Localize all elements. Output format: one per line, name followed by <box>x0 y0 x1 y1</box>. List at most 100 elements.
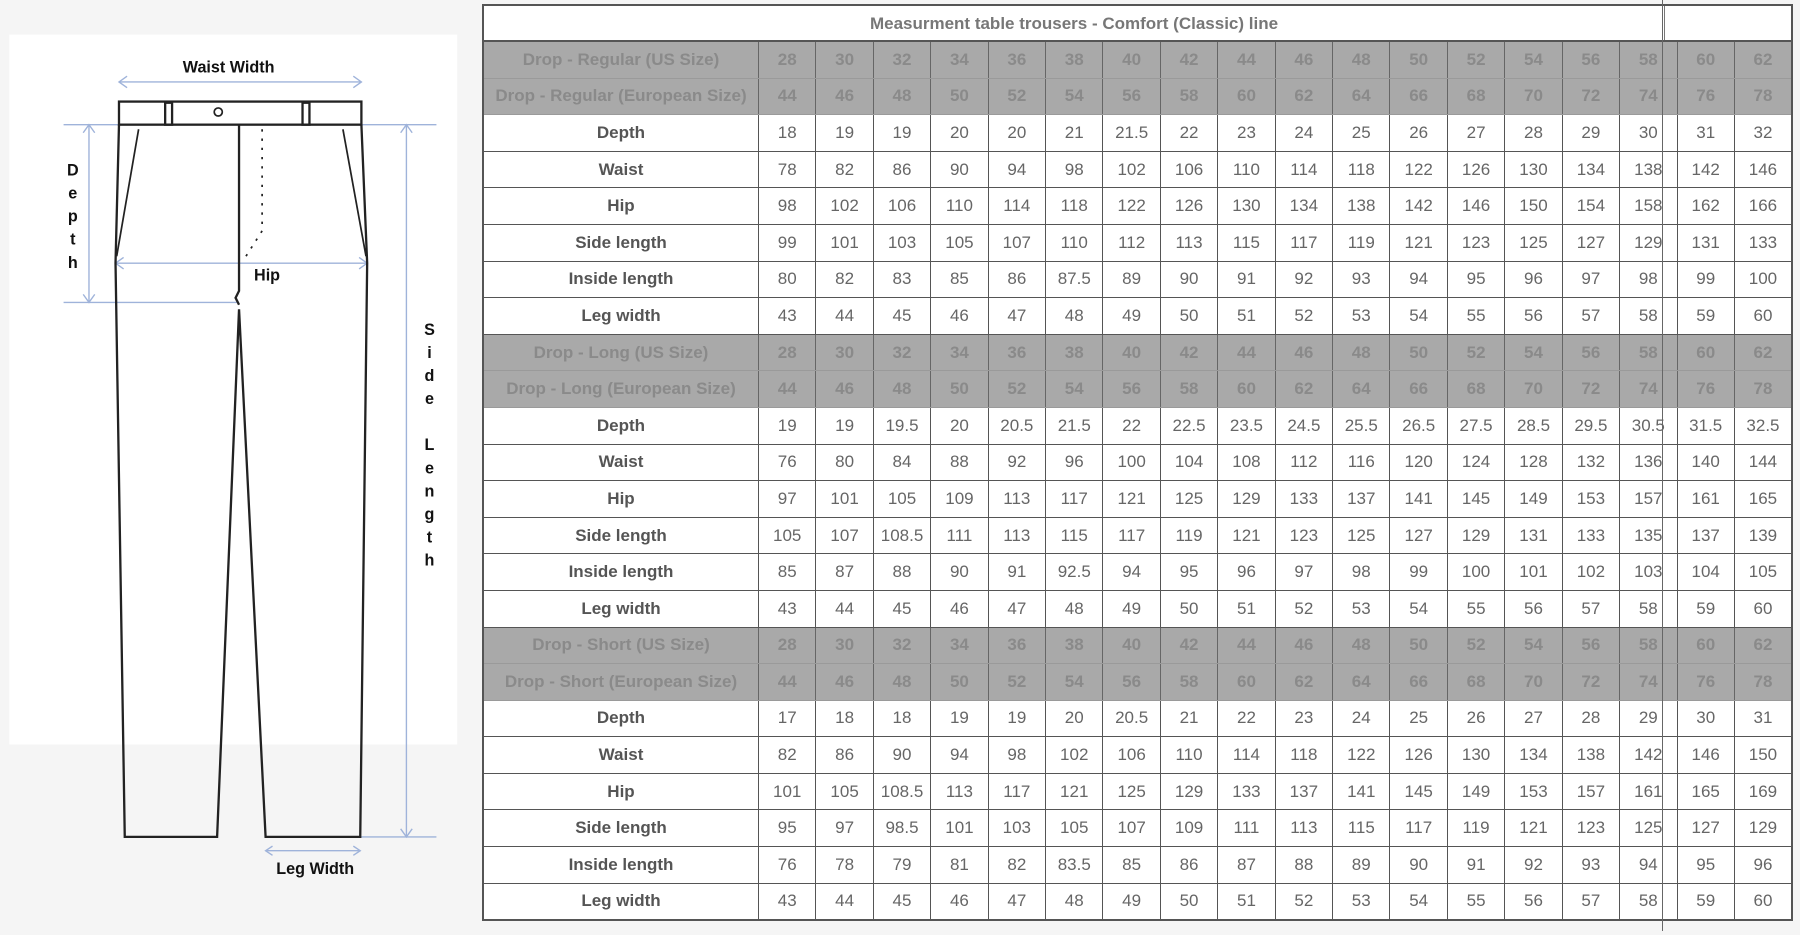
hip-label: Hip <box>254 267 280 285</box>
table-cell: 48 <box>1045 297 1104 335</box>
table-cell: 58 <box>1619 40 1678 79</box>
table-cell: 56 <box>1504 589 1563 628</box>
table-cell: 22 <box>1102 406 1161 445</box>
table-cell: 64 <box>1332 370 1391 408</box>
table-cell: 113 <box>1274 809 1334 848</box>
table-cell: 137 <box>1332 480 1391 518</box>
table-cell: 78 <box>1733 370 1793 408</box>
table-cell: 72 <box>1561 663 1621 701</box>
table-cell: 29.5 <box>1561 406 1621 445</box>
table-cell: 110 <box>930 187 989 225</box>
table-cell: 113 <box>930 772 989 811</box>
table-cell: 43 <box>757 297 817 335</box>
table-cell: 107 <box>815 516 874 555</box>
table-cell: 91 <box>987 553 1047 591</box>
table-cell: 105 <box>930 223 989 262</box>
table-cell: 95 <box>1676 846 1735 884</box>
table-cell: 18 <box>757 114 817 152</box>
table-cell: 94 <box>1619 846 1678 884</box>
table-cell: 57 <box>1561 589 1621 628</box>
table-cell: 102 <box>1045 736 1104 774</box>
table-cell: 123 <box>1274 516 1334 555</box>
table-cell: 38 <box>1045 626 1104 665</box>
table-cell: 138 <box>1332 187 1391 225</box>
us-size-header-row: Drop - Long (US Size) 28 30 32 34 36 38 40 42 44 4… <box>482 333 1793 372</box>
table-cell: 146 <box>1676 736 1735 774</box>
table-cell: 134 <box>1504 736 1563 774</box>
table-cell: 96 <box>1045 443 1104 482</box>
table-cell: 169 <box>1733 772 1793 811</box>
table-cell: 129 <box>1733 809 1793 848</box>
table-cell: 54 <box>1045 370 1104 408</box>
table-cell: 126 <box>1389 736 1448 774</box>
table-cell: 24 <box>1332 699 1391 738</box>
table-cell: 44 <box>1217 626 1276 665</box>
table-cell: 43 <box>757 589 817 628</box>
table-cell: 48 <box>1045 589 1104 628</box>
table-cell: 28 <box>1504 114 1563 152</box>
table-cell: 133 <box>1561 516 1621 555</box>
table-cell: 125 <box>1102 772 1161 811</box>
table-cell: 19 <box>757 406 817 445</box>
table-cell: 85 <box>930 260 989 299</box>
table-cell: 31 <box>1733 699 1793 738</box>
table-cell: 62 <box>1733 626 1793 665</box>
table-cell: 76 <box>757 846 817 884</box>
table-cell: 40 <box>1102 626 1161 665</box>
table-cell: 52 <box>987 663 1047 701</box>
table-cell: 83 <box>872 260 932 299</box>
table-cell: 68 <box>1446 77 1506 116</box>
table-cell: 146 <box>1446 187 1506 225</box>
table-cell: 109 <box>1159 809 1219 848</box>
table-cell: 49 <box>1102 882 1161 921</box>
table-cell: 44 <box>815 297 874 335</box>
table-cell: 84 <box>872 443 932 482</box>
table-cell: 128 <box>1504 443 1563 482</box>
table-cell: 103 <box>872 223 932 262</box>
table-cell: 70 <box>1504 77 1563 116</box>
table-title: Measurment table trousers - Comfort (Cla… <box>484 6 1665 40</box>
row-label: Waist <box>482 443 759 482</box>
table-cell: 88 <box>1274 846 1334 884</box>
table-cell: 97 <box>815 809 874 848</box>
table-cell: 30 <box>815 40 874 79</box>
table-cell: 115 <box>1045 516 1104 555</box>
table-cell: 27.5 <box>1446 406 1506 445</box>
table-cell: 26 <box>1389 114 1448 152</box>
table-cell: 62 <box>1274 663 1334 701</box>
table-cell: 94 <box>930 736 989 774</box>
table-cell: 136 <box>1619 443 1678 482</box>
table-cell: 106 <box>1159 150 1219 189</box>
row-label: Waist <box>482 150 759 189</box>
table-cell: 26 <box>1446 699 1506 738</box>
table-cell: 42 <box>1159 626 1219 665</box>
table-cell: 34 <box>930 333 989 372</box>
table-cell: 134 <box>1561 150 1621 189</box>
table-cell: 38 <box>1045 40 1104 79</box>
table-cell: 93 <box>1332 260 1391 299</box>
table-cell: 100 <box>1446 553 1506 591</box>
table-cell: 74 <box>1619 77 1678 116</box>
table-cell: 20.5 <box>1102 699 1161 738</box>
table-cell: 40 <box>1102 333 1161 372</box>
table-cell: 52 <box>1446 626 1506 665</box>
table-cell: 62 <box>1274 370 1334 408</box>
table-cell: 107 <box>987 223 1047 262</box>
table-cell: 87 <box>815 553 874 591</box>
table-cell: 142 <box>1676 150 1735 189</box>
table-cell: 154 <box>1561 187 1621 225</box>
table-cell: 140 <box>1676 443 1735 482</box>
table-cell: 158 <box>1619 187 1678 225</box>
table-cell: 27 <box>1446 114 1506 152</box>
table-cell: 89 <box>1332 846 1391 884</box>
table-cell: 28 <box>757 626 817 665</box>
table-cell: 94 <box>1389 260 1448 299</box>
table-cell: 125 <box>1504 223 1563 262</box>
table-cell: 20 <box>930 406 989 445</box>
table-cell: 60 <box>1676 333 1735 372</box>
table-cell: 46 <box>815 77 874 116</box>
table-cell: 30 <box>1619 114 1678 152</box>
table-cell: 105 <box>1045 809 1104 848</box>
table-cell: 116 <box>1332 443 1391 482</box>
table-cell: 60 <box>1217 663 1276 701</box>
